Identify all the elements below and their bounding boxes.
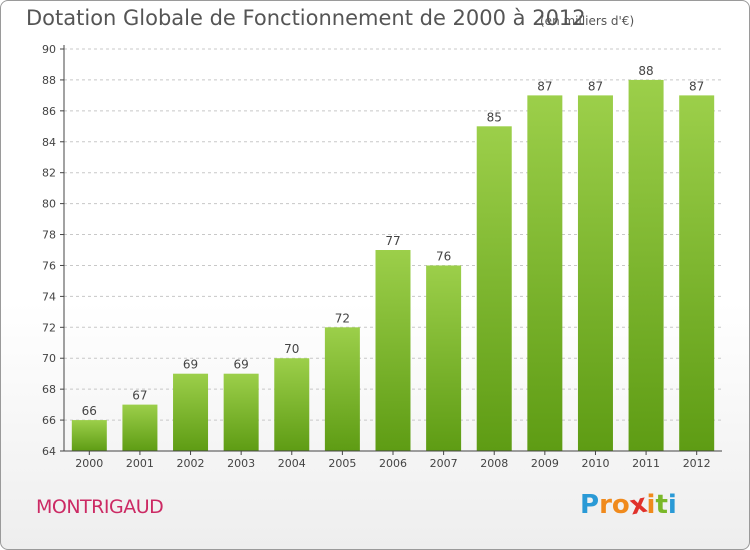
bar-2005 [324, 327, 360, 451]
x-tick-label: 2004 [278, 457, 306, 470]
y-tick-label: 78 [42, 229, 56, 242]
bar-2006 [375, 250, 411, 451]
x-tick-label: 2007 [430, 457, 458, 470]
y-tick-label: 86 [42, 105, 56, 118]
y-tick-label: 80 [42, 198, 56, 211]
bar-value-label: 66 [82, 404, 97, 418]
bar-value-label: 67 [132, 389, 147, 403]
bar-value-label: 69 [234, 358, 249, 372]
bar-2002 [173, 373, 209, 451]
logo-letter: P [580, 490, 600, 520]
bar-value-label: 87 [588, 79, 603, 93]
proxiti-logo[interactable]: Proxiti [580, 489, 677, 522]
x-tick-label: 2003 [227, 457, 255, 470]
bars: 66 67 69 69 70 72 77 76 85 87 87 88 87 [71, 64, 715, 452]
bar-value-label: 87 [689, 79, 704, 93]
y-tick-label: 90 [42, 43, 56, 56]
bar-value-label: 88 [638, 64, 653, 78]
bar-2007 [426, 265, 462, 451]
logo-letter: i [667, 490, 677, 520]
bar-2004 [274, 358, 310, 451]
logo-letter: r [599, 490, 612, 520]
bar-2009 [527, 95, 563, 451]
x-tick-label: 2011 [632, 457, 660, 470]
bar-2000 [71, 420, 107, 451]
bar-2010 [577, 95, 613, 451]
axes: 64 66 68 70 72 74 76 78 80 82 84 86 88 90 2000 2001 2002… [42, 43, 722, 470]
x-tick-label: 2012 [683, 457, 711, 470]
x-tick-label: 2008 [480, 457, 508, 470]
y-tick-label: 64 [42, 445, 56, 458]
x-tick-label: 2006 [379, 457, 407, 470]
logo-letter: i [646, 490, 656, 520]
x-tick-label: 2009 [531, 457, 559, 470]
y-tick-label: 88 [42, 74, 56, 87]
bar-value-label: 69 [183, 358, 198, 372]
bar-value-label: 77 [385, 234, 400, 248]
y-tick-label: 76 [42, 259, 56, 272]
bar-2001 [122, 404, 158, 451]
bar-value-label: 76 [436, 249, 451, 263]
chart-title: Dotation Globale de Fonctionnement de 20… [26, 6, 586, 30]
x-tick-label: 2005 [328, 457, 356, 470]
bar-value-label: 72 [335, 311, 350, 325]
logo-letter: o [611, 490, 630, 520]
x-tick-label: 2000 [75, 457, 103, 470]
bar-value-label: 85 [487, 110, 502, 124]
x-tick-label: 2002 [177, 457, 205, 470]
bar-value-label: 87 [537, 79, 552, 93]
y-tick-label: 74 [42, 290, 56, 303]
y-tick-label: 70 [42, 352, 56, 365]
x-tick-label: 2001 [126, 457, 154, 470]
logo-letter: t [655, 490, 668, 520]
y-tick-label: 72 [42, 321, 56, 334]
y-tick-label: 66 [42, 414, 56, 427]
bar-2003 [223, 373, 259, 451]
commune-name: MONTRIGAUD [36, 496, 164, 518]
chart-subtitle: (en milliers d'€) [540, 14, 635, 28]
bar-2012 [679, 95, 715, 451]
bar-2011 [628, 79, 664, 451]
y-tick-label: 82 [42, 167, 56, 180]
y-tick-label: 68 [42, 383, 56, 396]
bar-value-label: 70 [284, 342, 299, 356]
y-tick-label: 84 [42, 136, 56, 149]
bar-2008 [476, 126, 512, 452]
x-tick-label: 2010 [581, 457, 609, 470]
